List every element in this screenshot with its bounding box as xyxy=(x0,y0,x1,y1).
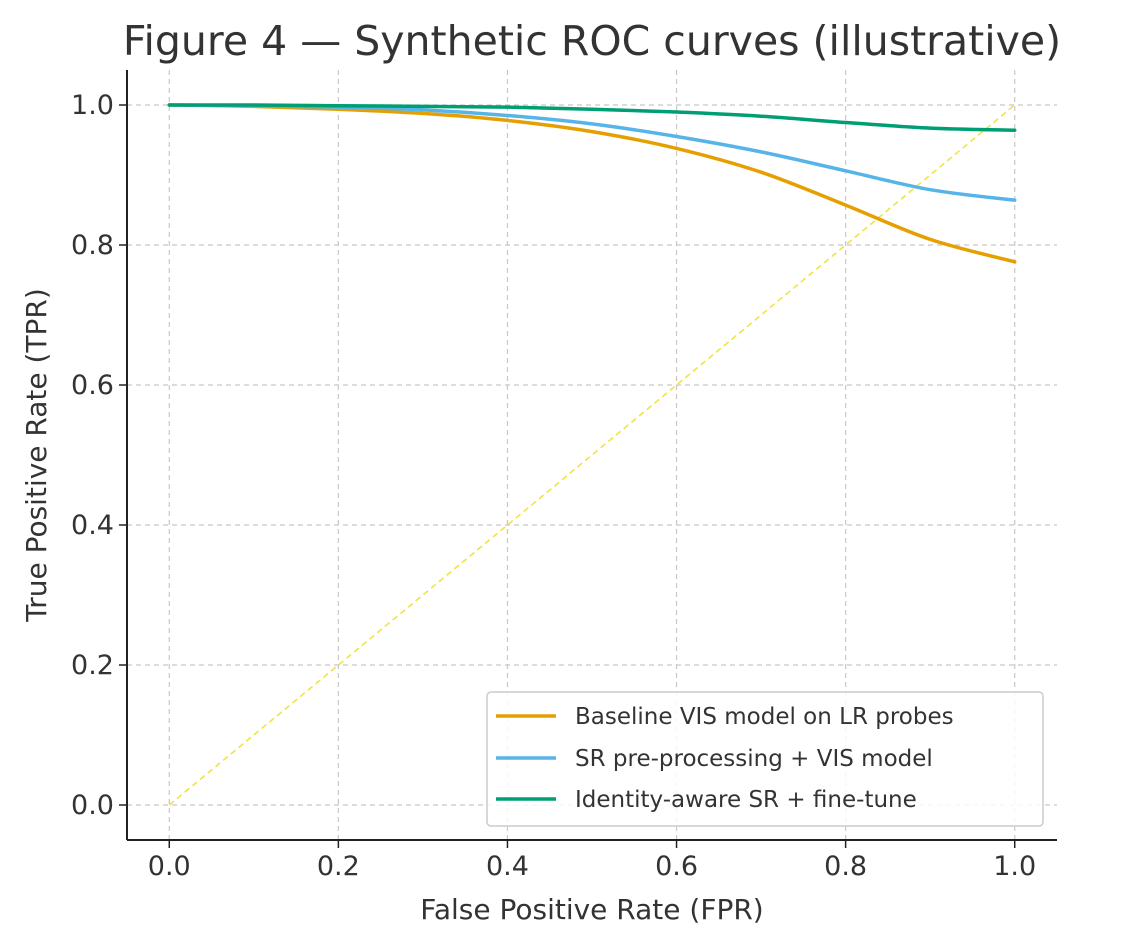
x-tick-label: 0.8 xyxy=(824,851,867,882)
series-line-identity xyxy=(167,103,1017,132)
y-axis-label: True Positive Rate (TPR) xyxy=(20,288,53,623)
series-line-sr xyxy=(167,103,1017,202)
x-tick-label: 0.6 xyxy=(655,851,698,882)
x-tick-label: 1.0 xyxy=(993,851,1036,882)
series-lines xyxy=(167,103,1017,264)
y-tick-label: 0.6 xyxy=(71,370,114,401)
reference-diagonal xyxy=(168,104,1016,806)
y-tick-label: 0.8 xyxy=(71,230,114,261)
y-tick-label: 0.2 xyxy=(71,650,114,681)
x-axis-label: False Positive Rate (FPR) xyxy=(420,893,763,926)
x-tick-label: 0.4 xyxy=(486,851,529,882)
axes xyxy=(126,70,1057,841)
legend: Baseline VIS model on LR probes SR pre-p… xyxy=(486,691,1044,827)
legend-label-sr: SR pre-processing + VIS model xyxy=(575,746,933,772)
legend-box xyxy=(486,691,1044,827)
y-tick-label: 0.0 xyxy=(71,790,114,821)
legend-label-identity: Identity-aware SR + fine-tune xyxy=(575,787,917,813)
y-tick-label: 0.4 xyxy=(71,510,114,541)
x-tick-label: 0.0 xyxy=(148,851,191,882)
series-line-baseline xyxy=(167,103,1017,264)
x-tick-label: 0.2 xyxy=(317,851,360,882)
y-tick-label: 1.0 xyxy=(71,90,114,121)
ticks: 0.0 0.2 0.4 0.6 0.8 1.0 0.0 0.2 0.4 0.6 0.8 1.0 xyxy=(71,90,1036,882)
chart-title: Figure 4 — Synthetic ROC curves (illustr… xyxy=(123,17,1061,65)
chance-line xyxy=(168,104,1016,806)
legend-label-baseline: Baseline VIS model on LR probes xyxy=(575,704,954,730)
